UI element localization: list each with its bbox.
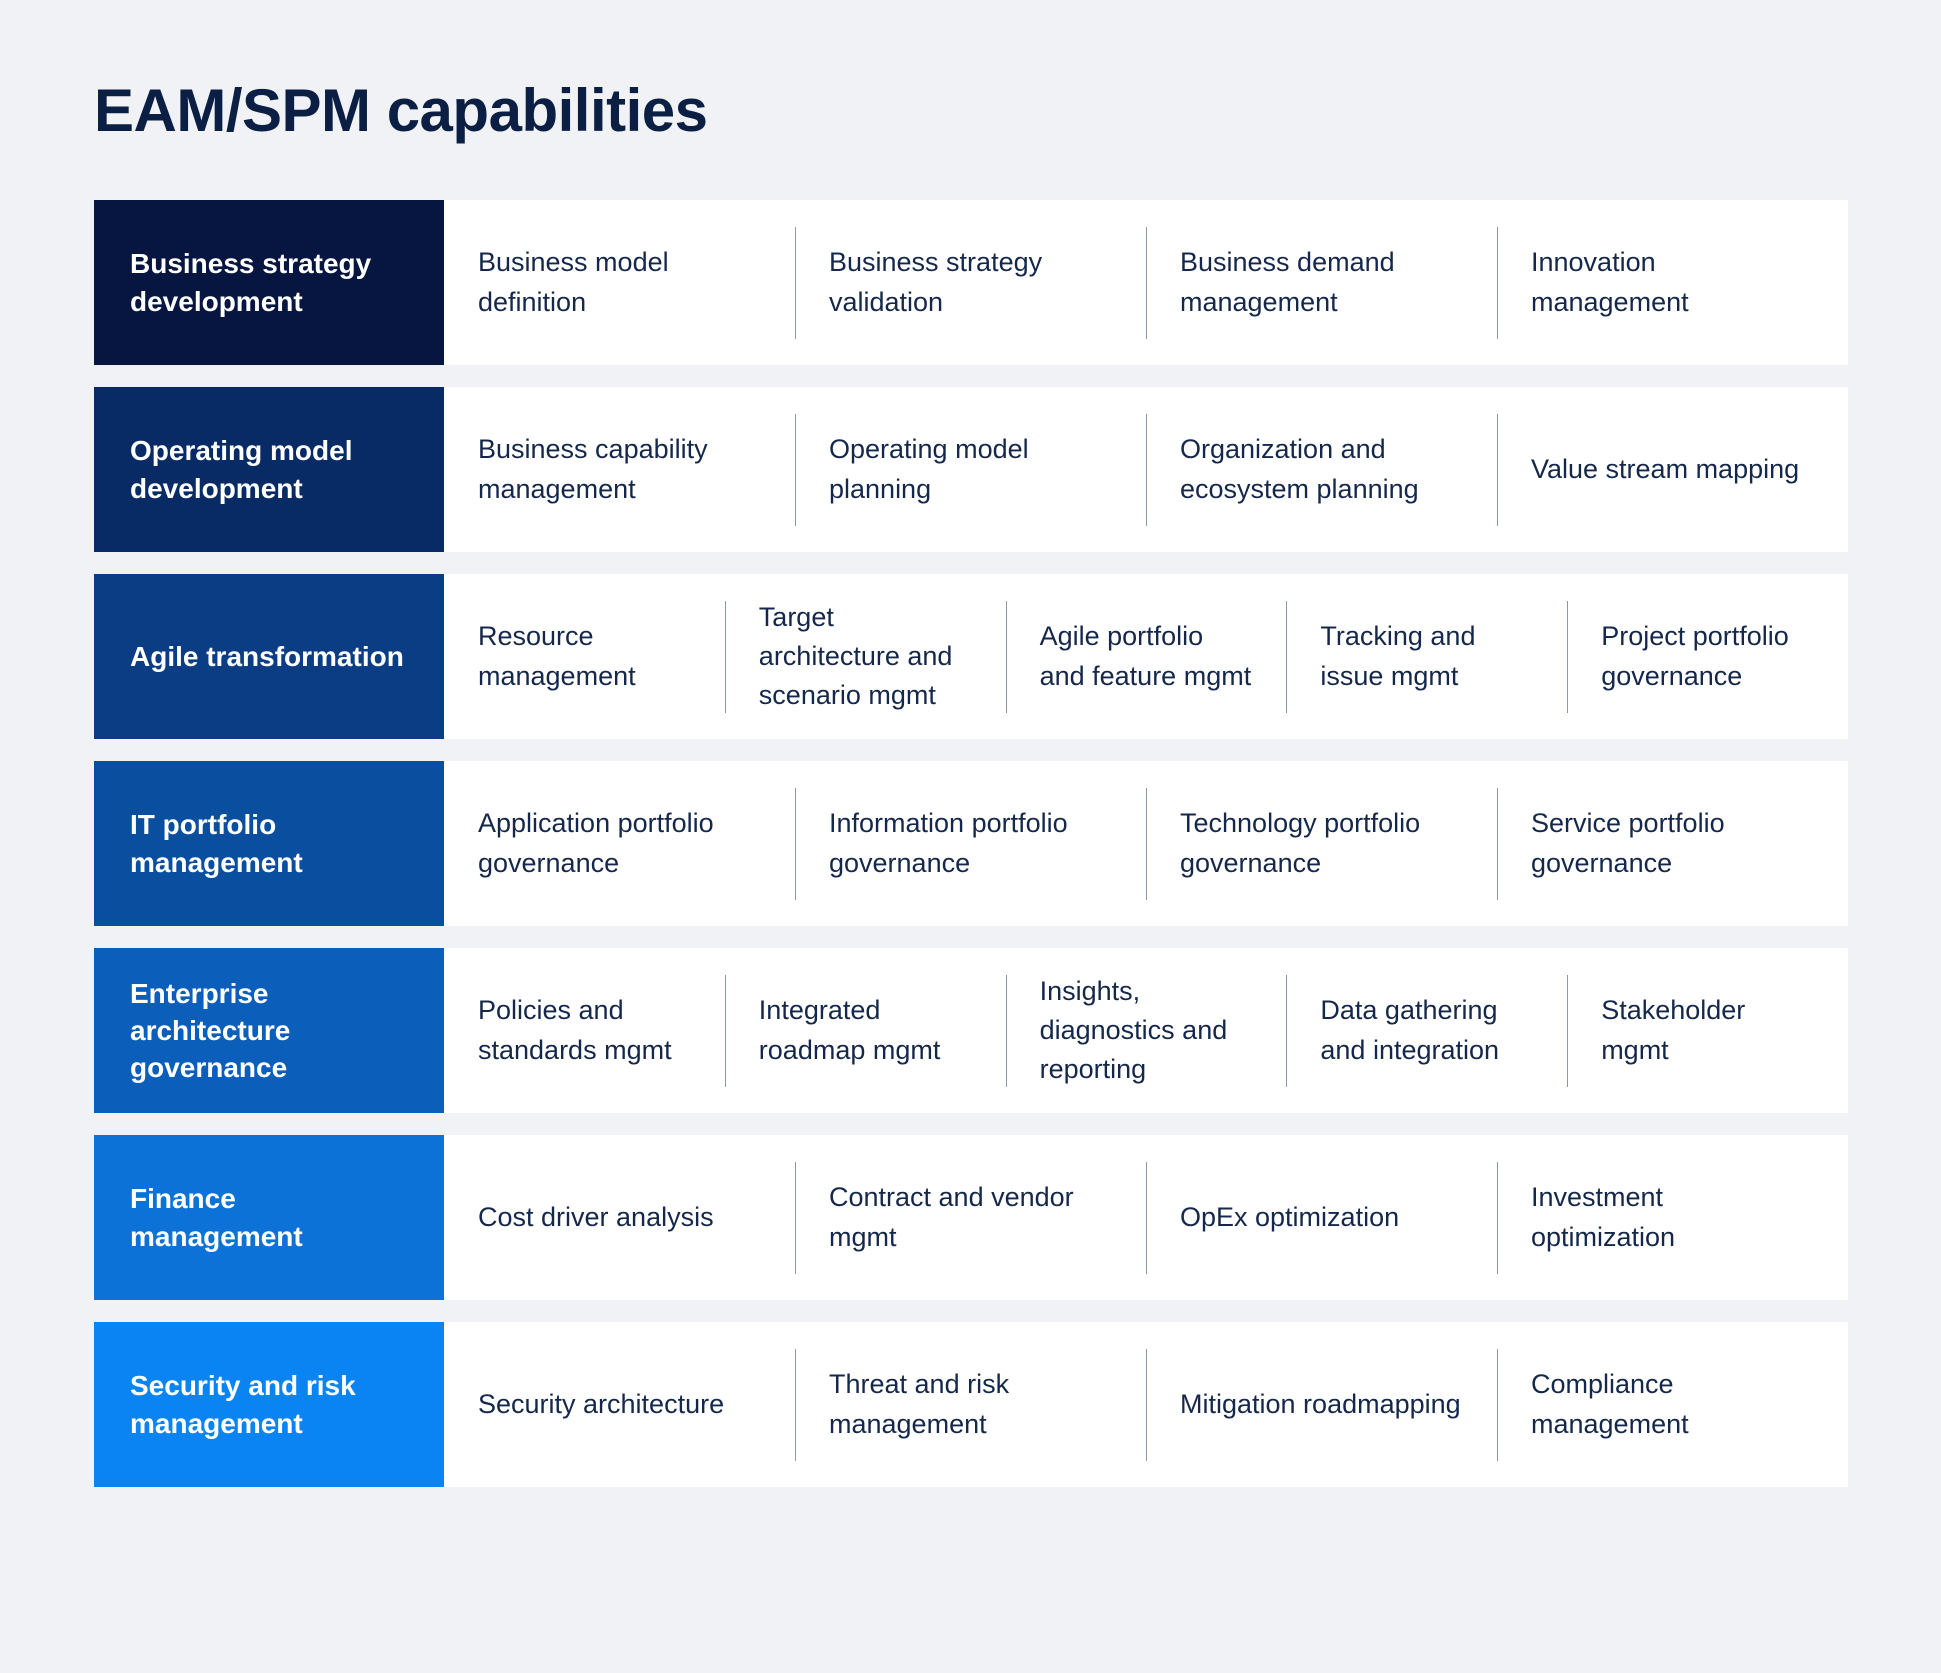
capability-cell-text: Contract and vendor mgmt: [829, 1182, 1074, 1252]
capability-cell-text: Application portfolio governance: [478, 808, 714, 878]
page-title: EAM/SPM capabilities: [94, 77, 708, 144]
capability-cell-group: Security architecture Threat and risk man…: [444, 1322, 1848, 1487]
capability-cell[interactable]: Business demand management: [1146, 200, 1497, 365]
capability-row: Operating model development Business capa…: [94, 387, 1848, 552]
capability-cell[interactable]: Application portfolio governance: [444, 761, 795, 926]
capability-cell[interactable]: Threat and risk management: [795, 1322, 1146, 1487]
capability-cell[interactable]: Resource management: [444, 574, 725, 739]
capability-cell-text: Business demand management: [1180, 247, 1395, 317]
capability-cell-text: Policies and standards mgmt: [478, 995, 672, 1065]
capability-cell-text: Business capability management: [478, 434, 708, 504]
capability-cell-text: Technology portfolio governance: [1180, 808, 1421, 878]
capability-cell[interactable]: Project portfolio governance: [1567, 574, 1848, 739]
capability-cell[interactable]: Innovation management: [1497, 200, 1848, 365]
capability-cell[interactable]: Mitigation roadmapping: [1146, 1322, 1497, 1487]
capability-cell-text: Insights, diagnostics and reporting: [1039, 975, 1228, 1085]
capability-cell[interactable]: Business capability management: [444, 387, 795, 552]
capability-cell[interactable]: Service portfolio governance: [1497, 761, 1848, 926]
capability-cell-text: Target architecture and scenario mgmt: [758, 601, 953, 711]
capability-cell[interactable]: Security architecture: [444, 1322, 795, 1487]
capability-cell-text: Agile portfolio and feature mgmt: [1039, 621, 1252, 691]
capability-row-label-text: Enterprise architecture governance: [130, 977, 291, 1084]
capability-row-label[interactable]: IT portfolio management: [94, 761, 444, 926]
capability-cell-text: OpEx optimization: [1180, 1201, 1400, 1232]
capability-cell[interactable]: Operating model planning: [795, 387, 1146, 552]
capability-cell[interactable]: Organization and ecosystem planning: [1146, 387, 1497, 552]
capability-cell[interactable]: Policies and standards mgmt: [444, 948, 725, 1113]
capability-cell[interactable]: Business strategy validation: [795, 200, 1146, 365]
capability-cell-text: Threat and risk management: [829, 1369, 1010, 1439]
capability-cell[interactable]: Insights, diagnostics and reporting: [1006, 948, 1287, 1113]
capability-cell-text: Compliance management: [1531, 1369, 1689, 1439]
capability-cell-group: Business capability management Operating …: [444, 387, 1848, 552]
capability-cell[interactable]: Cost driver analysis: [444, 1135, 795, 1300]
capability-cell[interactable]: Agile portfolio and feature mgmt: [1006, 574, 1287, 739]
capability-row: Security and risk management Security arc…: [94, 1322, 1848, 1487]
capability-cell-group: Business model definition Business strate…: [444, 200, 1848, 365]
capability-row-label[interactable]: Agile transformation: [94, 574, 444, 739]
capability-cell[interactable]: Tracking and issue mgmt: [1286, 574, 1567, 739]
capability-cell-text: Security architecture: [478, 1388, 725, 1419]
capability-cell-text: Information portfolio governance: [829, 808, 1068, 878]
capability-cell-text: Stakeholder mgmt: [1601, 995, 1746, 1065]
capability-row-label-text: IT portfolio management: [130, 809, 303, 878]
capability-row: Business strategy development Business mo…: [94, 200, 1848, 365]
capability-cell-text: Data gathering and integration: [1320, 995, 1500, 1065]
capability-row-label[interactable]: Enterprise architecture governance: [94, 948, 444, 1113]
capability-cell[interactable]: Information portfolio governance: [795, 761, 1146, 926]
capability-cell-text: Value stream mapping: [1531, 453, 1800, 484]
capability-cell-text: Service portfolio governance: [1531, 808, 1725, 878]
capability-cell-text: Cost driver analysis: [478, 1201, 714, 1232]
capability-cell[interactable]: Business model definition: [444, 200, 795, 365]
capability-cell[interactable]: OpEx optimization: [1146, 1135, 1497, 1300]
capability-cell[interactable]: Stakeholder mgmt: [1567, 948, 1848, 1113]
capability-cell[interactable]: Contract and vendor mgmt: [795, 1135, 1146, 1300]
capability-cell[interactable]: Technology portfolio governance: [1146, 761, 1497, 926]
capability-row: Finance management Cost driver analysis Co…: [94, 1135, 1848, 1300]
capability-row-label[interactable]: Operating model development: [94, 387, 444, 552]
capability-cell-text: Business model definition: [478, 247, 669, 317]
capability-cell[interactable]: Investment optimization: [1497, 1135, 1848, 1300]
capability-cell[interactable]: Integrated roadmap mgmt: [725, 948, 1006, 1113]
capability-row-label-text: Agile transformation: [130, 640, 404, 672]
capability-cell[interactable]: Target architecture and scenario mgmt: [725, 574, 1006, 739]
capability-row-label[interactable]: Security and risk management: [94, 1322, 444, 1487]
capability-cell[interactable]: Compliance management: [1497, 1322, 1848, 1487]
capability-cell-text: Business strategy validation: [829, 247, 1043, 317]
capability-matrix: Business strategy development Business mo…: [94, 200, 1848, 1487]
capability-cell-text: Integrated roadmap mgmt: [758, 995, 941, 1065]
capability-cell[interactable]: Data gathering and integration: [1286, 948, 1567, 1113]
capability-cell-text: Organization and ecosystem planning: [1180, 434, 1419, 504]
capability-cell-text: Resource management: [478, 621, 636, 691]
capability-row-label-text: Finance management: [130, 1183, 303, 1252]
capability-row-label[interactable]: Business strategy development: [94, 200, 444, 365]
capability-cell-text: Investment optimization: [1531, 1182, 1676, 1252]
capability-row: IT portfolio management Application portf…: [94, 761, 1848, 926]
capability-row-label[interactable]: Finance management: [94, 1135, 444, 1300]
capability-cell-text: Tracking and issue mgmt: [1320, 621, 1476, 691]
capability-row-label-text: Operating model development: [130, 435, 353, 504]
capability-cell-text: Operating model planning: [829, 434, 1029, 504]
capability-cell-text: Innovation management: [1531, 247, 1689, 317]
capability-row: Enterprise architecture governance Polici…: [94, 948, 1848, 1113]
capability-row-label-text: Security and risk management: [130, 1370, 356, 1439]
capability-cell-group: Resource management Target architecture a…: [444, 574, 1848, 739]
capability-cell-text: Mitigation roadmapping: [1180, 1388, 1461, 1419]
capability-row-label-text: Business strategy development: [130, 248, 372, 317]
capability-cell[interactable]: Value stream mapping: [1497, 387, 1848, 552]
capability-cell-group: Policies and standards mgmt Integrated ro…: [444, 948, 1848, 1113]
capability-row: Agile transformation Resource management T…: [94, 574, 1848, 739]
capability-cell-text: Project portfolio governance: [1601, 621, 1789, 691]
capability-cell-group: Application portfolio governance Informat…: [444, 761, 1848, 926]
capability-cell-group: Cost driver analysis Contract and vendor …: [444, 1135, 1848, 1300]
